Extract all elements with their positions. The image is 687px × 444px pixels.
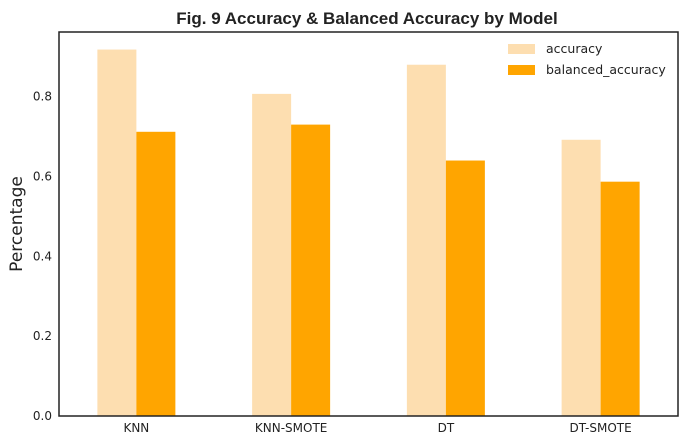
legend-swatch-balanced_accuracy (508, 65, 535, 75)
x-tick-label: KNN (123, 421, 149, 435)
bar-balanced_accuracy-knn (136, 131, 176, 416)
x-tick-label: DT-SMOTE (570, 421, 632, 435)
y-tick-label: 0.0 (33, 409, 52, 423)
bar-accuracy-dt-smote (561, 139, 601, 417)
legend-label-accuracy: accuracy (546, 41, 603, 56)
y-tick-label: 0.2 (33, 329, 52, 343)
bar-balanced_accuracy-dt (445, 160, 485, 416)
y-axis-label: Percentage (7, 176, 27, 272)
legend: accuracy balanced_accuracy (508, 41, 666, 77)
y-tick-label: 0.8 (33, 90, 52, 104)
y-tick-labels: 0.0 0.2 0.4 0.6 0.8 (33, 90, 52, 423)
chart-title: Fig. 9 Accuracy & Balanced Accuracy by M… (176, 9, 557, 28)
legend-label-balanced_accuracy: balanced_accuracy (546, 62, 666, 77)
x-tick-label: DT (438, 421, 455, 435)
y-tick-label: 0.6 (33, 169, 52, 183)
bar-accuracy-knn (97, 49, 137, 416)
bars-group (97, 49, 640, 417)
x-tick-labels: KNN KNN-SMOTE DT DT-SMOTE (123, 421, 631, 435)
bar-accuracy-dt (406, 64, 446, 416)
legend-swatch-accuracy (508, 44, 535, 54)
y-tick-label: 0.4 (33, 249, 52, 263)
bar-balanced_accuracy-knn-smote (291, 124, 331, 417)
bar-balanced_accuracy-dt-smote (600, 181, 640, 416)
plot-frame (58, 31, 679, 417)
x-tick-label: KNN-SMOTE (255, 421, 327, 435)
bar-accuracy-knn-smote (252, 93, 292, 417)
